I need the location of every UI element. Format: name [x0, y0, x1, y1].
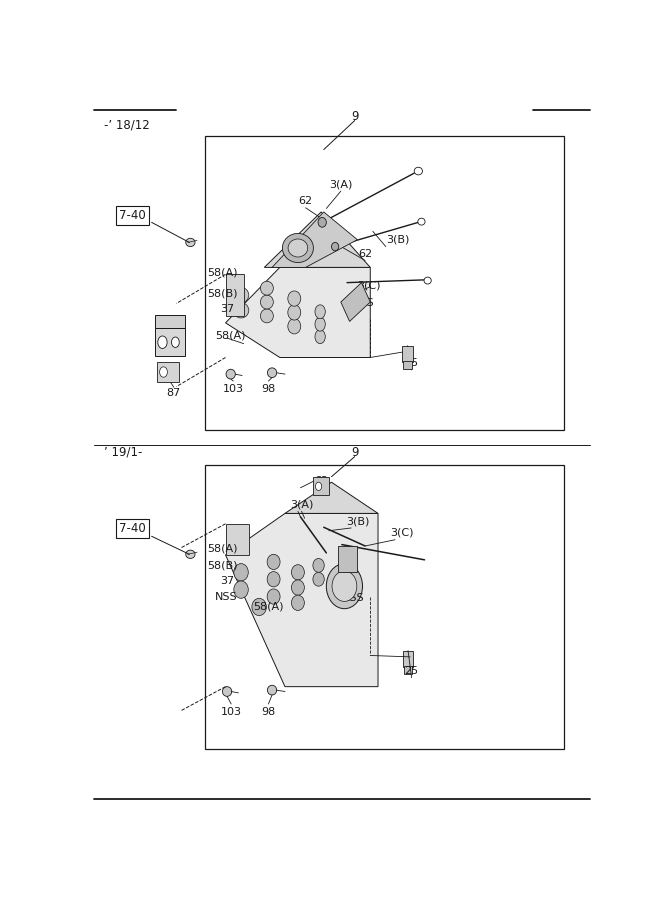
Ellipse shape — [226, 369, 235, 379]
Ellipse shape — [291, 564, 304, 580]
Text: 62: 62 — [358, 248, 372, 258]
Bar — [313, 477, 329, 495]
Bar — [155, 314, 185, 328]
Text: 58(A): 58(A) — [215, 330, 245, 340]
Text: 7-40: 7-40 — [119, 209, 146, 222]
Bar — [155, 328, 185, 356]
Text: 103: 103 — [221, 707, 241, 717]
Ellipse shape — [260, 281, 273, 295]
Text: 37: 37 — [220, 576, 235, 586]
Polygon shape — [225, 274, 243, 316]
Ellipse shape — [267, 589, 280, 604]
Text: 3(A): 3(A) — [329, 179, 352, 189]
Text: 62: 62 — [314, 476, 328, 486]
Ellipse shape — [315, 482, 321, 491]
Bar — [205, 136, 564, 430]
Ellipse shape — [313, 558, 324, 572]
Polygon shape — [341, 283, 370, 321]
Ellipse shape — [288, 239, 307, 257]
Ellipse shape — [424, 277, 432, 284]
Ellipse shape — [291, 580, 304, 595]
Ellipse shape — [171, 337, 179, 347]
Ellipse shape — [288, 305, 301, 320]
Ellipse shape — [233, 287, 249, 302]
Bar — [205, 465, 564, 749]
Text: 7-40: 7-40 — [119, 522, 146, 536]
Ellipse shape — [267, 368, 277, 378]
Ellipse shape — [252, 598, 266, 616]
Ellipse shape — [260, 309, 273, 323]
Polygon shape — [272, 212, 358, 267]
Text: 103: 103 — [223, 384, 243, 394]
Bar — [404, 666, 412, 674]
Text: NSS: NSS — [342, 593, 364, 603]
Bar — [404, 361, 412, 369]
Text: 22: 22 — [158, 318, 172, 328]
Text: 3(C): 3(C) — [390, 527, 414, 538]
Polygon shape — [225, 267, 370, 357]
Bar — [338, 546, 358, 572]
Text: 3(C): 3(C) — [358, 281, 381, 291]
Ellipse shape — [288, 291, 301, 306]
Text: 9: 9 — [351, 110, 358, 122]
Text: 3(B): 3(B) — [386, 235, 409, 245]
Ellipse shape — [222, 687, 231, 697]
Text: NSS: NSS — [215, 591, 238, 601]
Text: 25: 25 — [405, 666, 419, 676]
Bar — [157, 363, 179, 382]
Text: 98: 98 — [261, 707, 275, 717]
Ellipse shape — [234, 581, 248, 598]
Ellipse shape — [267, 554, 280, 570]
Text: -’ 18/12: -’ 18/12 — [104, 119, 150, 131]
Ellipse shape — [267, 685, 277, 695]
Text: 3(B): 3(B) — [346, 516, 370, 526]
Ellipse shape — [267, 572, 280, 587]
Polygon shape — [264, 212, 370, 267]
Ellipse shape — [291, 595, 304, 610]
Ellipse shape — [158, 336, 167, 348]
Ellipse shape — [331, 242, 339, 251]
Ellipse shape — [185, 238, 195, 247]
Text: 25: 25 — [405, 358, 419, 368]
Text: 58(A): 58(A) — [253, 602, 283, 612]
Bar — [402, 346, 413, 363]
Polygon shape — [285, 482, 378, 513]
Ellipse shape — [318, 218, 326, 227]
Text: 58(A): 58(A) — [207, 543, 238, 553]
Text: 62: 62 — [299, 196, 313, 206]
Ellipse shape — [313, 572, 324, 586]
Ellipse shape — [288, 319, 301, 334]
Ellipse shape — [260, 295, 273, 309]
Ellipse shape — [414, 167, 422, 175]
Ellipse shape — [315, 318, 325, 331]
Ellipse shape — [185, 550, 195, 558]
Text: 58(B): 58(B) — [207, 561, 238, 571]
Bar — [403, 651, 413, 667]
Ellipse shape — [282, 233, 313, 263]
Text: 58(A): 58(A) — [207, 268, 238, 278]
Ellipse shape — [332, 571, 357, 601]
Ellipse shape — [418, 218, 425, 225]
Ellipse shape — [234, 563, 248, 581]
Text: ’ 19/1-: ’ 19/1- — [104, 446, 143, 459]
Text: 98: 98 — [261, 384, 275, 394]
Text: 87: 87 — [167, 388, 181, 398]
Polygon shape — [225, 524, 249, 555]
Ellipse shape — [326, 563, 363, 608]
Ellipse shape — [159, 367, 167, 377]
Text: 9: 9 — [351, 446, 358, 459]
Text: NSS: NSS — [352, 299, 375, 309]
Text: 58(B): 58(B) — [207, 288, 238, 298]
Polygon shape — [225, 513, 378, 687]
Ellipse shape — [315, 329, 325, 344]
Ellipse shape — [315, 305, 325, 319]
Text: 3(A): 3(A) — [290, 500, 313, 509]
Ellipse shape — [233, 302, 249, 318]
Text: 37: 37 — [220, 304, 235, 314]
